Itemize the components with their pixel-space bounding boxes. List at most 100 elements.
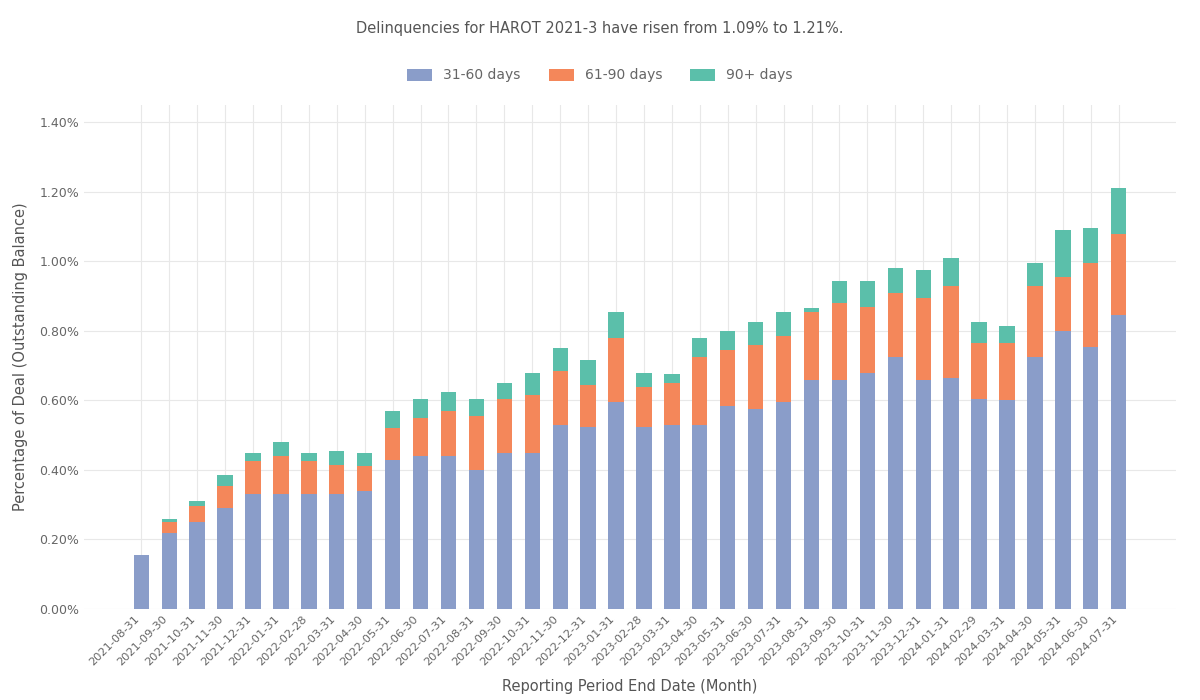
Bar: [497, 399, 512, 453]
Bar: [358, 491, 372, 609]
Bar: [1000, 400, 1015, 609]
Bar: [943, 286, 959, 378]
Bar: [748, 322, 763, 345]
Bar: [916, 270, 931, 298]
Bar: [358, 466, 372, 491]
Bar: [274, 456, 289, 494]
Bar: [190, 507, 205, 522]
Bar: [692, 357, 708, 425]
Bar: [776, 402, 791, 609]
Bar: [162, 522, 176, 533]
Bar: [524, 453, 540, 609]
Bar: [1000, 326, 1015, 343]
Bar: [748, 409, 763, 609]
Bar: [1027, 286, 1043, 357]
Bar: [413, 418, 428, 456]
Bar: [636, 386, 652, 426]
Bar: [1084, 263, 1098, 346]
Bar: [329, 494, 344, 609]
Bar: [552, 425, 568, 609]
Bar: [776, 312, 791, 336]
Bar: [581, 426, 595, 609]
Bar: [385, 428, 401, 459]
Bar: [581, 385, 595, 426]
Bar: [859, 307, 875, 372]
Bar: [720, 350, 736, 406]
Bar: [971, 399, 986, 609]
Bar: [971, 343, 986, 399]
X-axis label: Reporting Period End Date (Month): Reporting Period End Date (Month): [503, 679, 757, 694]
Bar: [636, 426, 652, 609]
Bar: [329, 451, 344, 465]
Bar: [720, 331, 736, 350]
Bar: [162, 519, 176, 522]
Bar: [413, 399, 428, 418]
Bar: [524, 372, 540, 396]
Bar: [440, 411, 456, 456]
Bar: [608, 402, 624, 609]
Bar: [190, 501, 205, 507]
Bar: [748, 345, 763, 409]
Bar: [665, 383, 679, 425]
Bar: [358, 453, 372, 466]
Bar: [720, 406, 736, 609]
Bar: [552, 349, 568, 371]
Bar: [888, 293, 902, 357]
Bar: [776, 336, 791, 402]
Bar: [217, 475, 233, 486]
Bar: [1084, 346, 1098, 609]
Bar: [274, 442, 289, 456]
Bar: [665, 374, 679, 383]
Bar: [916, 379, 931, 609]
Bar: [274, 494, 289, 609]
Bar: [1084, 228, 1098, 263]
Bar: [245, 494, 260, 609]
Bar: [413, 456, 428, 609]
Bar: [190, 522, 205, 609]
Bar: [245, 461, 260, 494]
Bar: [804, 312, 820, 379]
Bar: [1111, 188, 1127, 234]
Bar: [608, 312, 624, 338]
Bar: [245, 453, 260, 461]
Bar: [888, 268, 902, 293]
Bar: [217, 486, 233, 508]
Bar: [665, 425, 679, 609]
Bar: [524, 395, 540, 453]
Bar: [497, 383, 512, 399]
Bar: [832, 281, 847, 303]
Bar: [301, 461, 317, 494]
Bar: [832, 379, 847, 609]
Text: Delinquencies for HAROT 2021-3 have risen from 1.09% to 1.21%.: Delinquencies for HAROT 2021-3 have rise…: [356, 21, 844, 36]
Bar: [469, 470, 484, 609]
Bar: [636, 372, 652, 386]
Bar: [162, 533, 176, 609]
Bar: [608, 338, 624, 402]
Bar: [943, 258, 959, 286]
Bar: [1055, 230, 1070, 277]
Bar: [1055, 277, 1070, 331]
Bar: [692, 425, 708, 609]
Bar: [497, 453, 512, 609]
Bar: [440, 392, 456, 411]
Bar: [552, 371, 568, 425]
Bar: [581, 360, 595, 385]
Bar: [692, 338, 708, 357]
Bar: [859, 372, 875, 609]
Bar: [804, 379, 820, 609]
Legend: 31-60 days, 61-90 days, 90+ days: 31-60 days, 61-90 days, 90+ days: [402, 63, 798, 88]
Bar: [301, 453, 317, 461]
Bar: [971, 322, 986, 343]
Bar: [440, 456, 456, 609]
Bar: [943, 378, 959, 609]
Bar: [804, 308, 820, 312]
Bar: [1055, 331, 1070, 609]
Bar: [329, 465, 344, 494]
Bar: [385, 411, 401, 428]
Bar: [469, 416, 484, 470]
Bar: [1111, 234, 1127, 315]
Bar: [859, 281, 875, 307]
Bar: [1000, 343, 1015, 400]
Bar: [1027, 263, 1043, 286]
Bar: [217, 508, 233, 609]
